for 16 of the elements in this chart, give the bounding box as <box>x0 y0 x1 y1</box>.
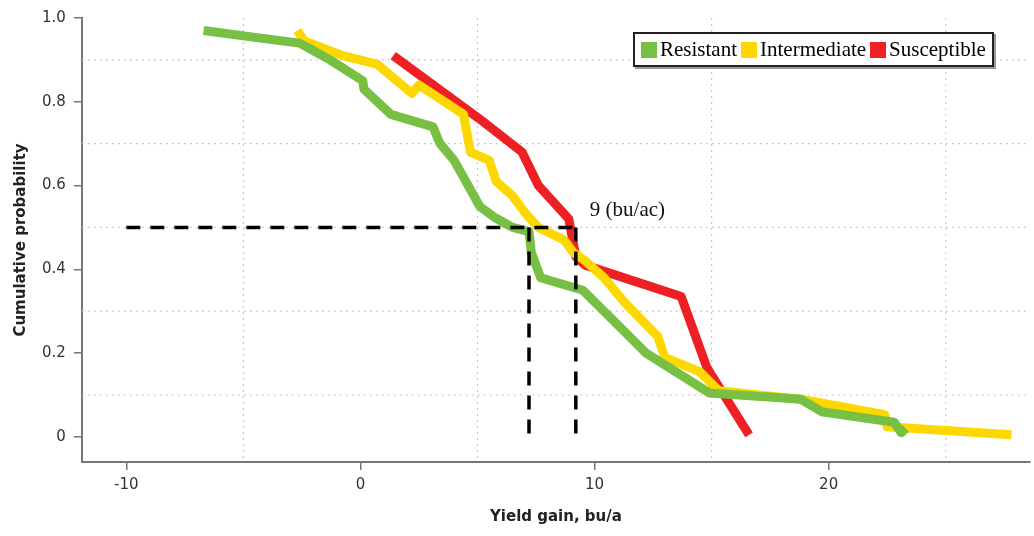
x-axis-title: Yield gain, bu/a <box>488 506 622 525</box>
legend-label: Intermediate <box>760 37 867 62</box>
y-axis-title: Cumulative probability <box>10 143 29 337</box>
x-tick-label: 10 <box>585 474 605 493</box>
x-tick-label: -10 <box>114 474 139 493</box>
legend-label: Resistant <box>660 37 737 62</box>
x-tick-label: 20 <box>819 474 839 493</box>
y-tick-label: 1.0 <box>42 7 66 26</box>
y-tick-label: 0.8 <box>42 91 66 110</box>
annotation: 9 (bu/ac) <box>589 197 666 222</box>
y-tick-label: 0.6 <box>42 175 66 194</box>
y-tick-label: 0.4 <box>42 259 66 278</box>
y-tick-label: 0 <box>56 426 66 445</box>
y-tick-label: 0.2 <box>42 342 66 361</box>
x-tick-label: 0 <box>355 474 366 493</box>
legend-label: Susceptible <box>889 37 986 62</box>
